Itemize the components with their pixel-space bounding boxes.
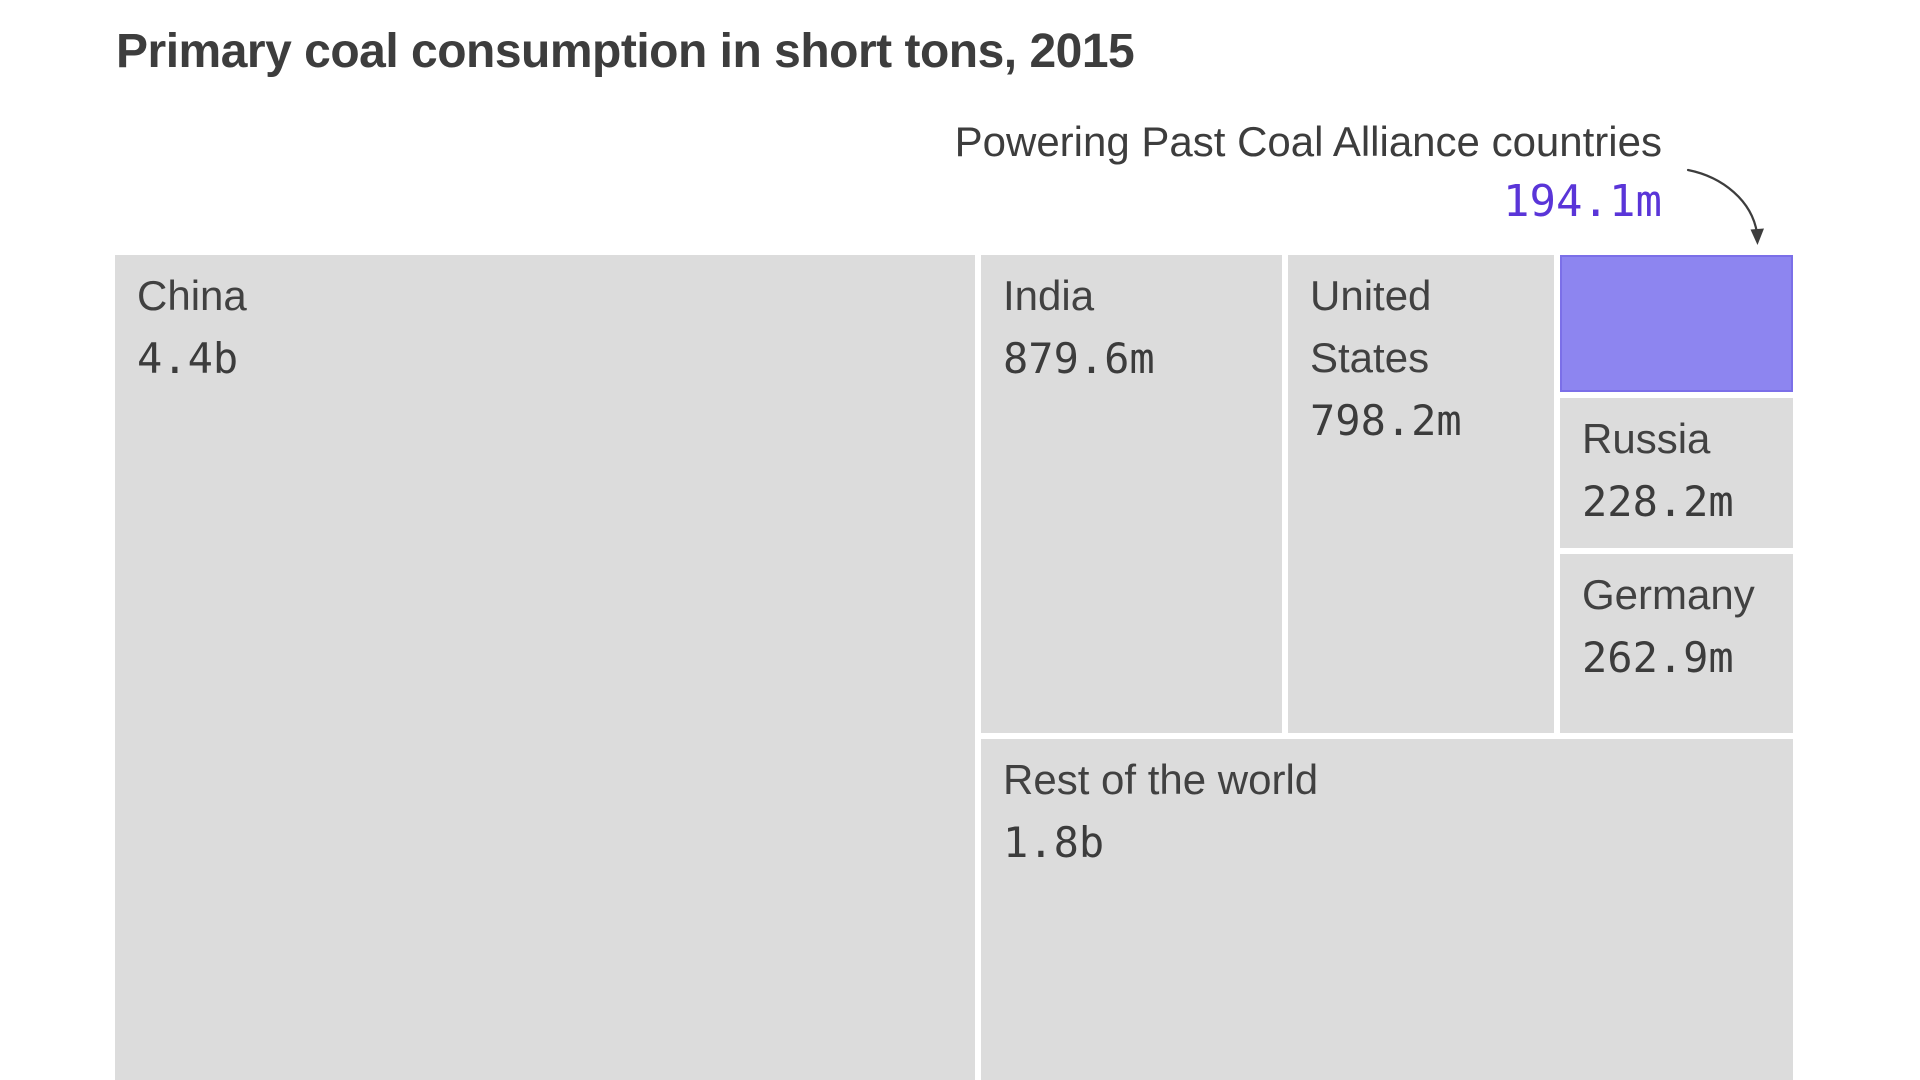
block-value: 1.8b (1003, 818, 1105, 867)
treemap-block-ppca-highlight (1560, 255, 1793, 392)
block-value: 4.4b (137, 334, 239, 383)
chart-title: Primary coal consumption in short tons, … (116, 25, 1135, 78)
block-value: 262.9m (1582, 633, 1734, 682)
block-label: United States (1310, 272, 1432, 381)
curved-arrow-icon (1686, 168, 1764, 245)
block-label: Germany (1582, 571, 1755, 618)
ppca-annotation-value: 194.1m (1503, 176, 1662, 227)
treemap-block-china: China 4.4b (115, 255, 975, 1080)
block-label: Rest of the world (1003, 756, 1319, 803)
treemap-block-india: India 879.6m (981, 255, 1282, 733)
treemap-block-germany: Germany 262.9m (1560, 554, 1793, 733)
block-value: 798.2m (1310, 396, 1462, 445)
ppca-annotation: Powering Past Coal Alliance countries 19… (955, 116, 1662, 226)
treemap-block-russia: Russia 228.2m (1560, 398, 1793, 548)
block-label: India (1003, 272, 1095, 319)
block-label: Russia (1582, 415, 1711, 462)
block-value: 228.2m (1582, 477, 1734, 526)
treemap-block-united-states: United States 798.2m (1288, 255, 1554, 733)
block-label: China (137, 272, 247, 319)
ppca-annotation-label: Powering Past Coal Alliance countries (954, 118, 1662, 165)
treemap: China 4.4b India 879.6m United States 79… (115, 255, 1795, 1080)
treemap-block-rest-of-world: Rest of the world 1.8b (981, 739, 1793, 1080)
block-value: 879.6m (1003, 334, 1155, 383)
